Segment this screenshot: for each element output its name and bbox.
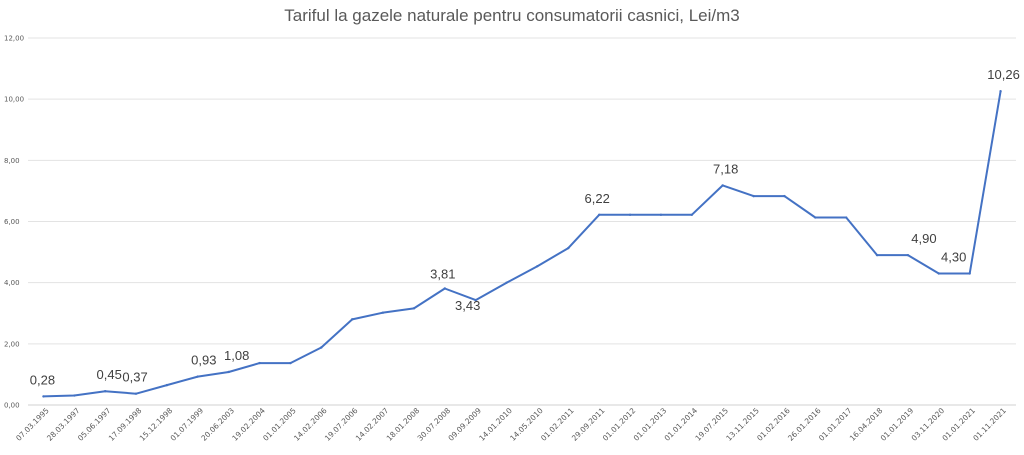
data-point [258,361,261,365]
data-point [134,392,138,395]
data-point [103,390,107,393]
data-point [289,361,292,365]
data-point [381,311,385,314]
data-point [536,264,539,268]
data-label: 4,30 [941,249,966,264]
data-point [968,272,971,275]
data-label: 0,45 [97,367,122,382]
data-point [412,307,416,310]
data-label: 3,81 [430,266,455,281]
chart-title: Tariful la gazele naturale pentru consum… [284,6,740,25]
data-point [567,246,570,250]
data-point [814,216,817,219]
y-tick-label: 0,00 [4,402,20,410]
data-label: 0,37 [122,370,147,385]
y-tick-label: 6,00 [4,218,20,226]
data-point [844,216,848,219]
data-label: 1,08 [224,348,249,363]
data-point [597,213,601,216]
data-point [999,90,1002,93]
data-point [937,272,941,275]
data-point [350,318,354,321]
y-tick-label: 2,00 [4,340,20,348]
data-point [783,194,786,198]
data-point [875,253,879,257]
data-point [165,383,169,387]
series-line [43,91,1002,398]
data-label: 6,22 [585,191,610,206]
data-point [227,370,230,374]
y-tick-label: 10,00 [4,96,24,104]
data-point [443,287,447,290]
data-point [752,194,755,198]
data-label: 3,43 [455,298,480,313]
data-point [505,281,508,284]
y-tick-label: 4,00 [4,279,20,287]
data-point [721,184,724,187]
y-tick-label: 8,00 [4,157,20,165]
data-label: 0,93 [191,353,216,368]
data-point [906,253,910,257]
data-point [659,213,663,216]
data-label: 10,26 [987,67,1020,82]
data-point [690,213,694,216]
data-point [196,375,200,378]
x-tick-label: 01.11.2021 [971,406,1008,443]
y-tick-label: 12,00 [4,35,24,43]
data-point [42,395,45,398]
data-label: 4,90 [911,231,936,246]
data-label: 7,18 [713,161,738,176]
data-point [73,394,76,397]
data-point [474,298,477,302]
data-label: 0,28 [30,372,55,387]
data-point [320,346,323,349]
data-point [628,213,632,216]
